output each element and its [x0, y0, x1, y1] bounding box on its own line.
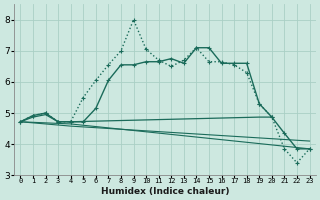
- X-axis label: Humidex (Indice chaleur): Humidex (Indice chaleur): [101, 187, 229, 196]
